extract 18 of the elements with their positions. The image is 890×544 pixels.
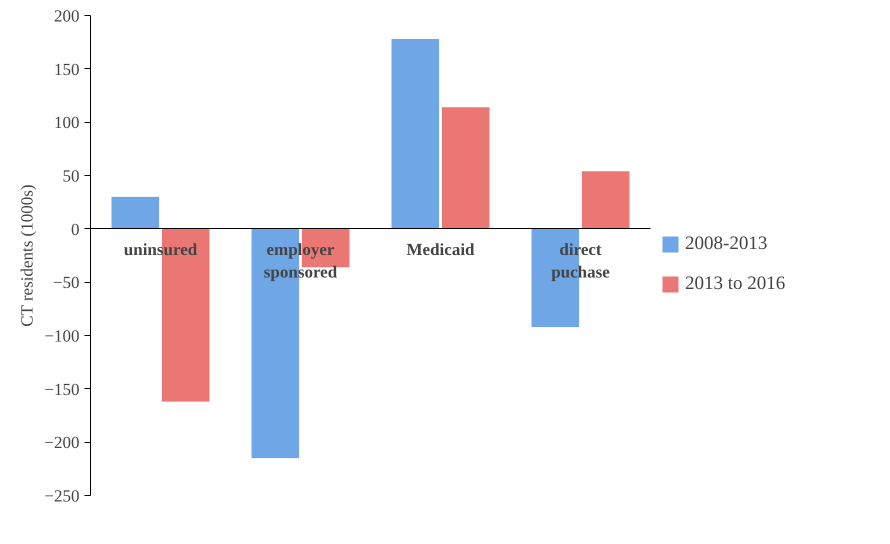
- legend-label: 2008-2013: [685, 233, 768, 255]
- y-tick-label: 100: [54, 113, 80, 132]
- y-tick-label: −150: [44, 380, 80, 399]
- y-tick-label: 200: [54, 6, 80, 26]
- bar: [112, 196, 160, 229]
- y-tick-label: −200: [44, 433, 80, 452]
- legend-label: 2013 to 2016: [685, 273, 786, 295]
- x-tick-label: Medicaid: [406, 240, 476, 259]
- y-tick-label: 0: [71, 220, 80, 239]
- y-tick-label: −50: [52, 273, 80, 292]
- y-axis-title: CT residents (1000s): [17, 184, 36, 327]
- y-tick-label: 50: [62, 166, 80, 186]
- bar: [582, 171, 630, 229]
- bar: [392, 38, 440, 229]
- y-tick-label: −100: [44, 326, 80, 346]
- y-tick-label: 150: [54, 60, 80, 79]
- y-tick-label: −250: [44, 486, 80, 506]
- bar: [442, 107, 490, 229]
